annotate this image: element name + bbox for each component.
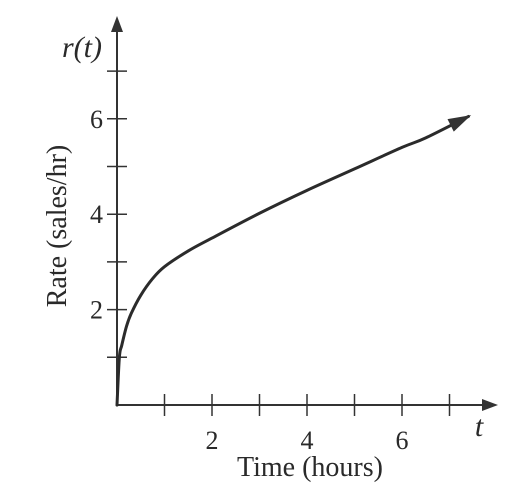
x-axis-arrow	[482, 399, 498, 411]
x-ticks	[163, 394, 451, 416]
y-axis-variable: r(t)	[62, 31, 102, 64]
y-tick-label: 4	[90, 200, 103, 229]
x-axis-variable: t	[475, 410, 484, 443]
series-line	[115, 114, 470, 407]
x-tick-labels: 2 4 6	[206, 426, 409, 455]
x-tick-label: 4	[301, 426, 314, 455]
y-axis-arrow	[111, 16, 123, 32]
y-tick-labels: 2 4 6	[90, 105, 103, 325]
y-tick-label: 2	[90, 296, 103, 325]
curve-arrowhead	[447, 115, 472, 132]
y-tick-label: 6	[90, 105, 103, 134]
x-tick-label: 2	[206, 426, 219, 455]
plot-area: 2 4 6 2 4 6	[90, 16, 498, 455]
x-axis-label: Time (hours)	[237, 452, 383, 483]
x-tick-label: 6	[396, 426, 409, 455]
y-axis-label: Rate (sales/hr)	[42, 145, 73, 308]
y-ticks	[107, 70, 127, 359]
